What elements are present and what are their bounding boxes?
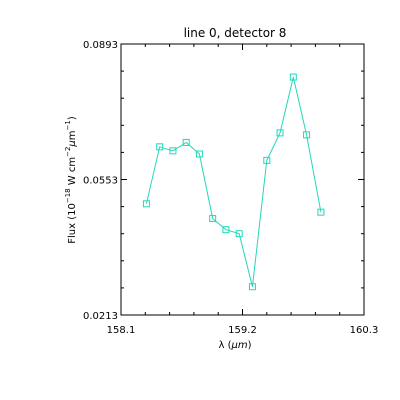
y-axis-label-mu: μ — [67, 140, 78, 147]
series-line — [145, 76, 322, 287]
data-point — [263, 156, 271, 164]
x-axis-label-tail: ) — [248, 340, 252, 351]
data-point — [169, 147, 177, 155]
x-axis-label-unit: μm — [230, 340, 247, 351]
data-point — [289, 73, 297, 81]
data-point — [156, 143, 164, 151]
x-axis-label: λ (μm) — [218, 340, 251, 351]
data-point — [303, 131, 311, 139]
y-axis-label: Flux (10−18 W cm−2μm−1) — [64, 116, 78, 244]
data-point — [195, 150, 203, 158]
x-tick-label: 160.3 — [350, 325, 379, 336]
axis-ticks: 158.1 159.2 160.3 0.0213 0.0553 0.0893 — [83, 40, 378, 336]
data-point — [235, 230, 243, 238]
x-tick-label: 159.2 — [228, 325, 257, 336]
y-tick-label: 0.0553 — [83, 176, 118, 187]
data-point — [182, 138, 190, 146]
y-tick-label: 0.0213 — [83, 311, 118, 322]
y-axis-label-exp3: −1 — [64, 120, 72, 130]
x-axis-label-main: λ ( — [218, 340, 231, 351]
data-point — [317, 208, 325, 216]
y-tick-label: 0.0893 — [83, 40, 118, 51]
x-tick-label: 158.1 — [107, 325, 136, 336]
data-point — [209, 215, 217, 223]
data-series — [142, 73, 325, 291]
y-axis-label-tail: ) — [67, 116, 78, 120]
y-axis-label-mid2: m — [67, 130, 78, 140]
data-point — [142, 200, 150, 208]
data-point — [248, 283, 256, 291]
data-point — [276, 129, 284, 137]
chart-title: line 0, detector 8 — [184, 26, 287, 40]
y-axis-label-main: Flux (10 — [67, 203, 78, 244]
y-axis-label-exp1: −18 — [64, 188, 72, 203]
y-axis-label-exp2: −2 — [64, 147, 72, 157]
data-point — [222, 226, 230, 234]
y-axis-label-mid1: W cm — [67, 157, 78, 188]
